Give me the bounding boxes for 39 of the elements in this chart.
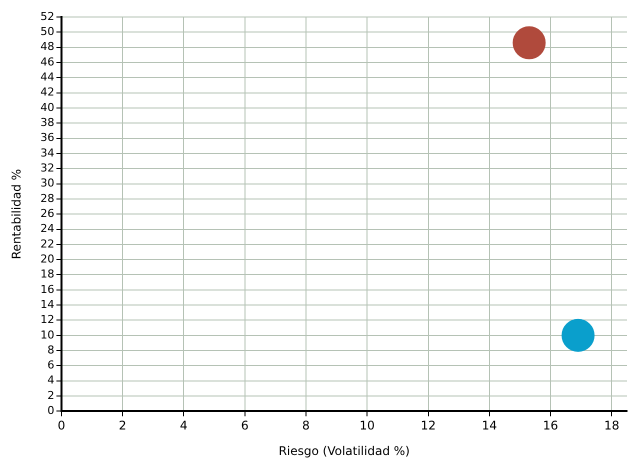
x-tick-label: 10 (359, 418, 375, 433)
y-tick-label: 0 (47, 404, 54, 418)
y-tick-label: 52 (40, 10, 54, 23)
x-tick-label: 14 (482, 418, 498, 433)
y-tick-label: 32 (40, 161, 54, 174)
y-tick-label: 16 (40, 282, 54, 296)
y-tick-label: 18 (40, 268, 54, 281)
y-tick-label: 2 (47, 388, 54, 402)
y-tick-label: 42 (40, 86, 54, 99)
y-tick-label: 14 (40, 298, 54, 311)
y-tick-label: 48 (40, 40, 54, 54)
y-tick-label: 44 (40, 70, 54, 84)
x-axis-title: Riesgo (Volatilidad %) (278, 444, 410, 458)
y-tick-label: 4 (47, 374, 54, 387)
y-tick-label: 34 (40, 146, 54, 160)
x-tick-label: 16 (542, 418, 558, 433)
y-tick-label: 30 (40, 176, 54, 190)
y-tick-label: 28 (40, 192, 54, 205)
y-tick-label: 22 (40, 237, 54, 250)
y-tick-label: 12 (40, 313, 54, 326)
y-tick-label: 26 (40, 206, 54, 220)
x-tick-label: 8 (302, 418, 310, 433)
y-tick-label: 24 (40, 222, 54, 236)
y-tick-label: 36 (40, 131, 54, 144)
y-tick-label: 20 (40, 252, 54, 266)
x-tick-label: 2 (118, 418, 126, 433)
x-tick-label: 18 (604, 418, 620, 433)
y-tick-label: 6 (47, 358, 54, 372)
y-tick-label: 8 (47, 343, 54, 356)
y-tick-label: 38 (40, 116, 54, 129)
x-tick-label: 4 (180, 418, 188, 433)
x-tick-label: 12 (420, 418, 436, 433)
y-tick-label: 10 (40, 328, 54, 342)
y-tick-label: 46 (40, 55, 54, 68)
x-tick-label: 0 (58, 418, 66, 433)
y-tick-label: 40 (40, 100, 54, 114)
y-tick-label: 50 (40, 25, 54, 38)
x-tick-label: 6 (241, 418, 249, 433)
y-axis-title: Rentabilidad % (9, 168, 24, 260)
